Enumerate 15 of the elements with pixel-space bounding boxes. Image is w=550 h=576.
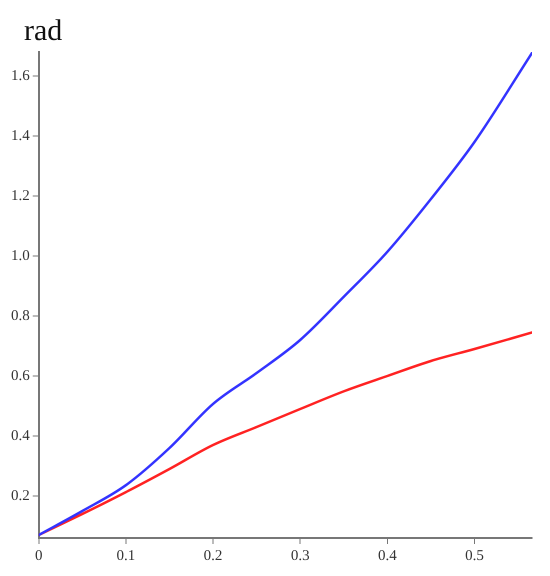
y-tick-label: 1.6 xyxy=(11,68,30,84)
y-tick-label: 0.4 xyxy=(11,428,30,444)
y-tick-label: 0.2 xyxy=(11,488,30,504)
y-tick-label: 1.2 xyxy=(11,188,30,204)
y-axis-title: rad xyxy=(24,14,62,47)
y-tick-label: 0.8 xyxy=(11,308,30,324)
x-tick-label: 0.5 xyxy=(465,548,484,564)
y-tick-label: 1.0 xyxy=(11,248,30,264)
x-tick-label: 0 xyxy=(35,548,42,564)
x-tick-label: 0.2 xyxy=(204,548,222,564)
x-tick-label: 0.3 xyxy=(290,548,310,564)
y-tick-label: 0.6 xyxy=(11,368,30,384)
x-tick-label: 0.1 xyxy=(116,548,136,564)
y-tick-label: 1.4 xyxy=(11,128,30,144)
x-tick-label: 0.4 xyxy=(378,548,398,564)
